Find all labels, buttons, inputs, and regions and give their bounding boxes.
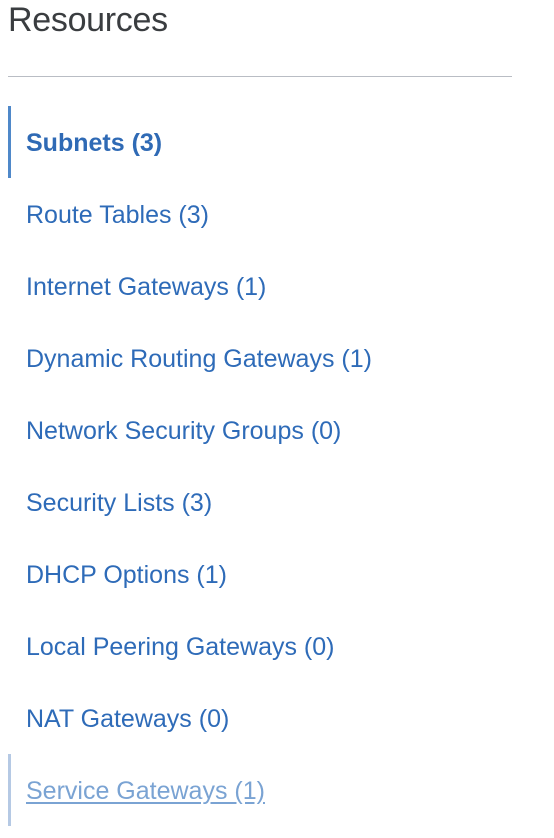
resource-item-label[interactable]: Dynamic Routing Gateways (1) xyxy=(26,345,372,373)
resource-list: Subnets (3) Route Tables (3) Internet Ga… xyxy=(0,106,554,826)
resource-item-dhcp-options[interactable]: DHCP Options (1) xyxy=(0,538,554,610)
resource-item-service-gateways[interactable]: Service Gateways (1) xyxy=(0,754,554,826)
resource-item-route-tables[interactable]: Route Tables (3) xyxy=(0,178,554,250)
resource-item-nat-gateways[interactable]: NAT Gateways (0) xyxy=(0,682,554,754)
resource-item-security-lists[interactable]: Security Lists (3) xyxy=(0,466,554,538)
resource-item-label[interactable]: NAT Gateways (0) xyxy=(26,705,230,733)
divider xyxy=(8,76,512,77)
resource-item-subnets[interactable]: Subnets (3) xyxy=(0,106,554,178)
resource-item-label[interactable]: Security Lists (3) xyxy=(26,489,213,517)
resource-item-label[interactable]: Service Gateways (1) xyxy=(26,777,265,805)
resource-item-label[interactable]: Network Security Groups (0) xyxy=(26,417,342,445)
resource-item-internet-gateways[interactable]: Internet Gateways (1) xyxy=(0,250,554,322)
resource-item-label[interactable]: Internet Gateways (1) xyxy=(26,273,267,301)
resource-item-dynamic-routing-gateways[interactable]: Dynamic Routing Gateways (1) xyxy=(0,322,554,394)
resource-item-label[interactable]: DHCP Options (1) xyxy=(26,561,227,589)
resource-item-label[interactable]: Route Tables (3) xyxy=(26,201,209,229)
resource-item-label[interactable]: Subnets (3) xyxy=(26,129,163,157)
resource-item-local-peering-gateways[interactable]: Local Peering Gateways (0) xyxy=(0,610,554,682)
resource-item-network-security-groups[interactable]: Network Security Groups (0) xyxy=(0,394,554,466)
resource-item-label[interactable]: Local Peering Gateways (0) xyxy=(26,633,335,661)
panel-title: Resources xyxy=(8,1,168,39)
